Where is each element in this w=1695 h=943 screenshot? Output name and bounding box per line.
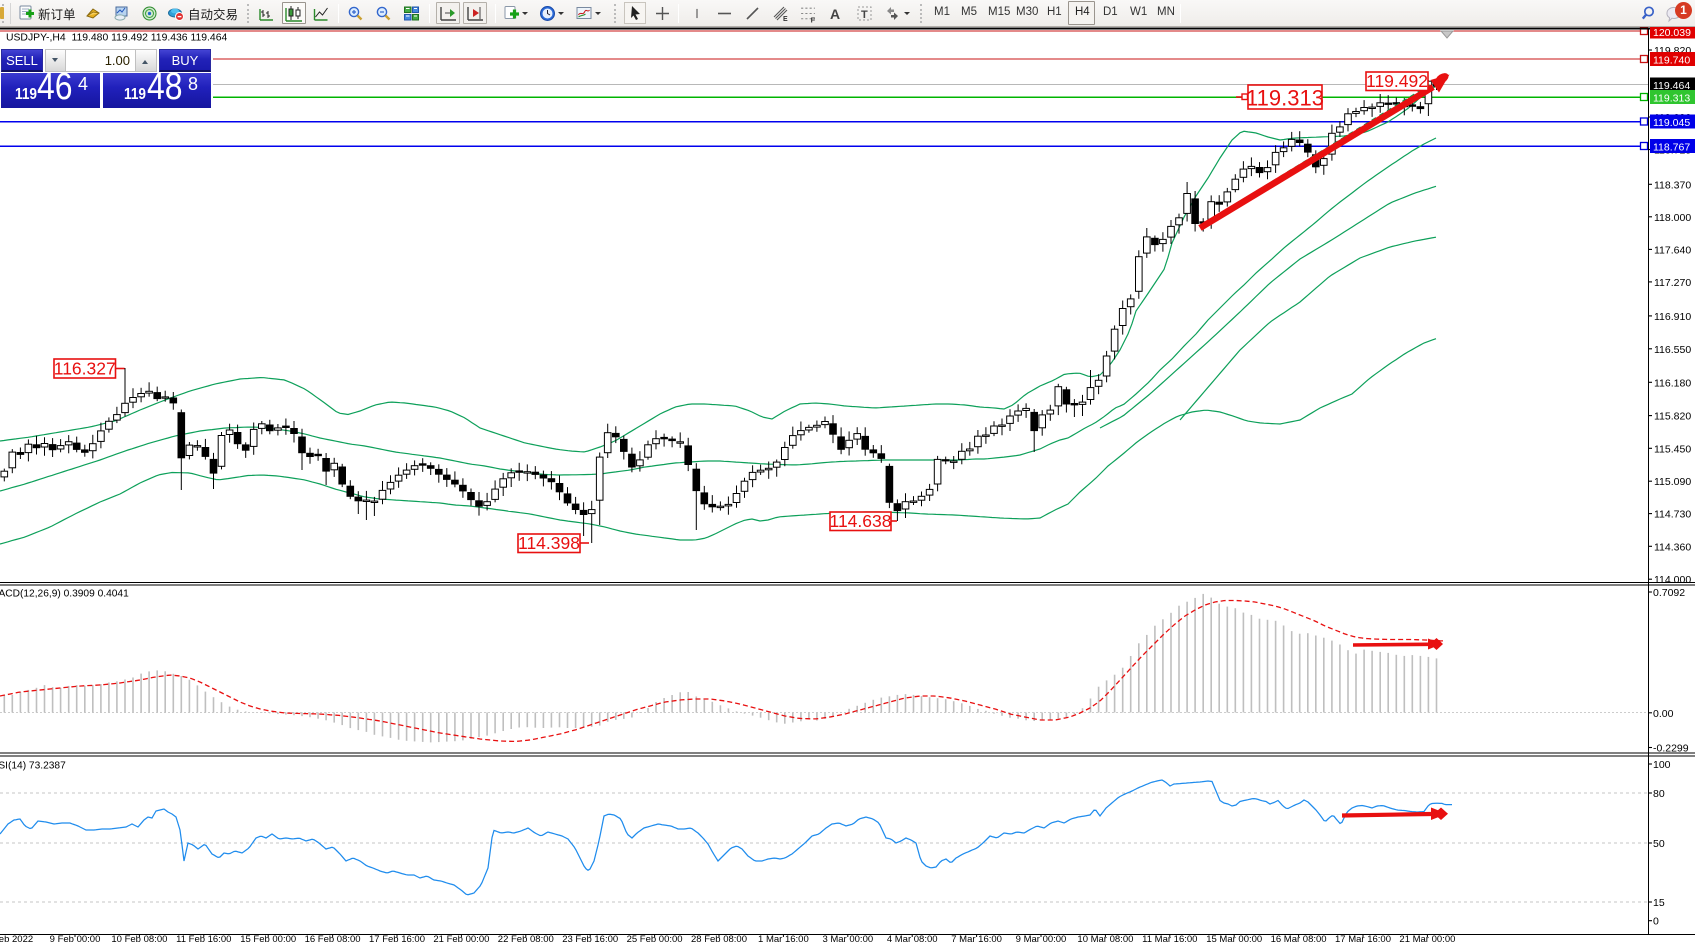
svg-text:118.370: 118.370 — [1654, 179, 1691, 191]
svg-text:MACD(12,26,9) 0.3909 0.4041: MACD(12,26,9) 0.3909 0.4041 — [0, 589, 129, 600]
svg-text:119.313: 119.313 — [1653, 93, 1690, 105]
svg-text:114.000: 114.000 — [1654, 574, 1691, 586]
svg-text:21 Feb 00:00: 21 Feb 00:00 — [433, 934, 489, 943]
svg-text:118.767: 118.767 — [1653, 142, 1690, 154]
svg-text:115.820: 115.820 — [1654, 411, 1691, 423]
svg-text:-0.2299: -0.2299 — [1653, 743, 1689, 755]
svg-text:15 Feb 00:00: 15 Feb 00:00 — [240, 934, 296, 943]
svg-text:116.550: 116.550 — [1654, 344, 1691, 356]
svg-text:114.638: 114.638 — [830, 511, 892, 531]
svg-text:9 Mar 00:00: 9 Mar 00:00 — [1016, 934, 1067, 943]
svg-text:T: T — [861, 9, 868, 21]
svg-text:11 Mar 16:00: 11 Mar 16:00 — [1142, 934, 1197, 943]
svg-text:114.398: 114.398 — [518, 533, 580, 553]
svg-text:Feb 2022: Feb 2022 — [0, 934, 33, 943]
svg-text:15: 15 — [1653, 897, 1665, 909]
svg-text:117.640: 117.640 — [1654, 244, 1691, 256]
svg-text:RSI(14) 73.2387: RSI(14) 73.2387 — [0, 761, 66, 772]
svg-text:11 Feb 16:00: 11 Feb 16:00 — [176, 934, 231, 943]
svg-text:1 Mar 16:00: 1 Mar 16:00 — [758, 934, 809, 943]
svg-text:15 Mar 00:00: 15 Mar 00:00 — [1206, 934, 1262, 943]
svg-text:120.039: 120.039 — [1653, 27, 1691, 39]
svg-text:3 Mar 00:00: 3 Mar 00:00 — [822, 934, 873, 943]
svg-text:25 Feb 00:00: 25 Feb 00:00 — [627, 934, 683, 943]
svg-text:117.270: 117.270 — [1654, 277, 1691, 289]
svg-text:10 Mar 08:00: 10 Mar 08:00 — [1077, 934, 1133, 943]
svg-text:0.00: 0.00 — [1653, 708, 1674, 720]
svg-text:USDJPY-,H4 119.480 119.492 11: USDJPY-,H4 119.480 119.492 119.436 119.4… — [6, 33, 227, 44]
svg-text:0.7092: 0.7092 — [1653, 587, 1685, 599]
svg-text:16 Feb 08:00: 16 Feb 08:00 — [305, 934, 361, 943]
svg-text:115.090: 115.090 — [1654, 476, 1691, 488]
svg-text:28 Feb 08:00: 28 Feb 08:00 — [691, 934, 747, 943]
svg-text:F: F — [811, 15, 816, 23]
svg-text:22 Feb 08:00: 22 Feb 08:00 — [498, 934, 554, 943]
svg-text:118.000: 118.000 — [1654, 212, 1691, 224]
svg-text:116.180: 116.180 — [1654, 377, 1691, 389]
svg-text:0: 0 — [1653, 916, 1659, 928]
svg-text:E: E — [783, 16, 788, 22]
svg-text:10 Feb 08:00: 10 Feb 08:00 — [111, 934, 167, 943]
svg-text:7 Mar 16:00: 7 Mar 16:00 — [951, 934, 1002, 943]
svg-text:100: 100 — [1653, 759, 1671, 771]
svg-text:16 Mar 08:00: 16 Mar 08:00 — [1271, 934, 1327, 943]
svg-text:119.492: 119.492 — [1366, 71, 1428, 91]
svg-text:116.327: 116.327 — [54, 359, 116, 379]
svg-text:114.360: 114.360 — [1654, 541, 1691, 553]
svg-text:115.450: 115.450 — [1654, 443, 1691, 455]
svg-text:119.464: 119.464 — [1653, 80, 1690, 92]
svg-text:116.910: 116.910 — [1654, 311, 1691, 323]
svg-text:114.730: 114.730 — [1654, 509, 1691, 521]
svg-text:9 Feb 00:00: 9 Feb 00:00 — [50, 934, 101, 943]
svg-text:50: 50 — [1653, 838, 1665, 850]
svg-text:80: 80 — [1653, 788, 1665, 800]
svg-text:119.740: 119.740 — [1653, 55, 1690, 67]
svg-text:119.045: 119.045 — [1653, 117, 1690, 129]
svg-text:17 Feb 16:00: 17 Feb 16:00 — [369, 934, 425, 943]
svg-text:4 Mar 08:00: 4 Mar 08:00 — [887, 934, 938, 943]
svg-text:23 Feb 16:00: 23 Feb 16:00 — [562, 934, 618, 943]
svg-text:17 Mar 16:00: 17 Mar 16:00 — [1335, 934, 1391, 943]
svg-text:119.313: 119.313 — [1246, 86, 1324, 111]
svg-text:21 Mar 00:00: 21 Mar 00:00 — [1399, 934, 1455, 943]
